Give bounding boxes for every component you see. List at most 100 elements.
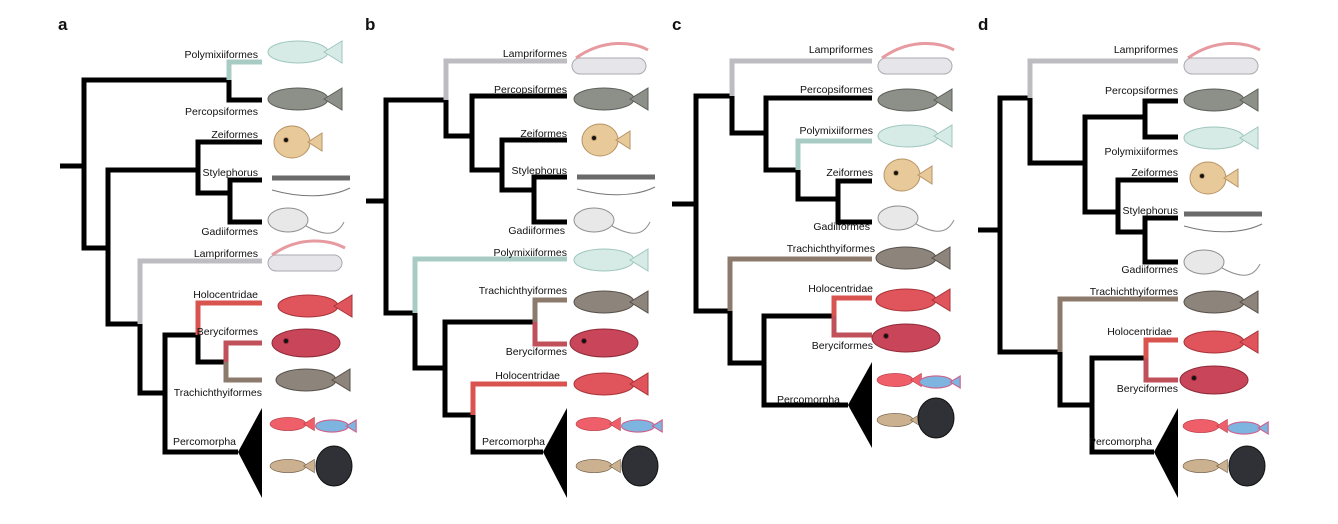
percopsiformes-fish [877, 88, 953, 112]
taxon-label-stylephorus: Stylephorus [1123, 205, 1178, 217]
taxon-label-polymixiiformes: Polymixiiformes [1104, 146, 1178, 158]
lampriformes-fish [877, 41, 955, 75]
taxon-label-beryciformes: Beryciformes [506, 346, 567, 358]
taxon-labels: Lampriformes Percopsiformes Polymixiifor… [777, 44, 875, 406]
percomorpha-fish-2 [1226, 421, 1269, 435]
taxon-label-trachichthyiformes: Trachichthyiformes [174, 387, 262, 399]
taxon-label-lampriformes: Lampriformes [1114, 44, 1178, 56]
taxon-label-lampriformes: Lampriformes [809, 44, 873, 56]
percomorpha-fish-1 [876, 373, 922, 387]
tree-branches [672, 58, 872, 408]
tree-branches [978, 58, 1178, 455]
percopsiformes-fish [267, 87, 343, 111]
lampriformes-fish [267, 239, 346, 272]
percomorpha-fish-4 [621, 445, 659, 487]
gadiiformes-fish [877, 205, 955, 232]
taxon-label-lampriformes: Lampriformes [503, 48, 567, 60]
lampriformes-fish [571, 41, 649, 75]
trachichthyiformes-fish [875, 246, 951, 270]
taxon-label-percomorpha: Percomorpha [777, 394, 840, 406]
taxon-label-percopsiformes: Percopsiformes [800, 84, 873, 96]
percomorpha-fish-2 [918, 375, 961, 389]
trachichthyiformes-fish [573, 290, 649, 314]
taxon-label-beryciformes: Beryciformes [1117, 383, 1178, 395]
polymixiiformes-fish [1183, 126, 1259, 150]
panel-a: a Polymixiiformes Percopsiformes Zeiform… [58, 15, 357, 498]
taxon-label-percopsiformes: Percopsiformes [185, 106, 258, 118]
taxon-label-holocentridae: Holocentridae [1107, 326, 1172, 338]
percomorpha-fish-4 [315, 445, 353, 487]
percopsiformes-fish [1183, 88, 1259, 112]
taxon-label-stylephorus: Stylephorus [512, 165, 567, 177]
percomorpha-fish-2 [314, 419, 357, 433]
taxon-label-gadiiformes: Gadiiformes [813, 221, 870, 233]
fish-illustrations [871, 41, 961, 439]
taxon-label-gadiiformes: Gadiiformes [1121, 264, 1178, 276]
taxon-label-trachichthyiformes: Trachichthyiformes [479, 285, 567, 297]
polymixiiformes-fish [573, 248, 649, 272]
panel-letter: c [672, 15, 681, 34]
gadiiformes-fish [1183, 249, 1261, 276]
taxon-label-stylephorus: Stylephorus [203, 167, 258, 179]
taxon-label-zeiformes: Zeiformes [520, 128, 567, 140]
fish-illustrations [1179, 41, 1269, 487]
zeiformes-fish [273, 125, 323, 159]
trachichthyiformes-fish [275, 368, 351, 392]
taxon-labels: Polymixiiformes Percopsiformes Zeiformes… [173, 49, 262, 448]
beryciformes-fish [1179, 365, 1249, 395]
taxon-label-trachichthyiformes: Trachichthyiformes [787, 243, 875, 255]
panel-b: b Lampriformes Percopsiformes Zeiformes … [365, 15, 663, 498]
taxon-label-percomorpha: Percomorpha [1089, 436, 1152, 448]
gadiiformes-fish [573, 207, 651, 234]
zeiformes-fish [581, 123, 631, 157]
taxon-label-beryciformes: Beryciformes [812, 340, 873, 352]
percomorpha-fish-4 [1228, 445, 1266, 487]
taxon-label-polymixiiformes: Polymixiiformes [184, 49, 258, 61]
percomorpha-fish-1 [1182, 419, 1228, 433]
panel-letter: a [58, 15, 68, 34]
fish-illustrations [569, 41, 663, 487]
polymixiiformes-fish [267, 40, 343, 64]
percomorpha-fish-1 [575, 417, 621, 431]
holocentridae-fish [573, 372, 649, 396]
taxon-label-zeiformes: Zeiformes [1131, 167, 1178, 179]
beryciformes-fish [271, 328, 341, 358]
taxon-label-trachichthyiformes: Trachichthyiformes [1090, 286, 1178, 298]
panel-letter: b [365, 15, 375, 34]
taxon-label-gadiiformes: Gadiiformes [508, 225, 565, 237]
tree-branches [60, 59, 262, 455]
percomorpha-fish-4 [917, 397, 955, 439]
taxon-label-holocentridae: Holocentridae [808, 283, 873, 295]
trachichthyiformes-fish [1183, 290, 1259, 314]
zeiformes-fish [1189, 161, 1239, 195]
taxon-label-percomorpha: Percomorpha [173, 436, 236, 448]
percomorpha-fish-2 [620, 419, 663, 433]
taxon-label-polymixiiformes: Polymixiiformes [493, 247, 567, 259]
holocentridae-fish [277, 294, 353, 318]
holocentridae-fish [1183, 330, 1259, 354]
taxon-label-lampriformes: Lampriformes [194, 248, 258, 260]
panel-letter: d [978, 15, 988, 34]
taxon-label-percopsiformes: Percopsiformes [1105, 85, 1178, 97]
percomorpha-fish-3 [269, 459, 315, 473]
percopsiformes-fish [573, 87, 649, 111]
taxon-label-percopsiformes: Percopsiformes [494, 84, 567, 96]
taxon-label-beryciformes: Beryciformes [197, 326, 258, 338]
tree-branches [366, 58, 567, 455]
taxon-label-polymixiiformes: Polymixiiformes [799, 125, 873, 137]
zeiformes-fish [883, 158, 933, 192]
lampriformes-fish [1183, 41, 1261, 75]
taxon-label-holocentridae: Holocentridae [193, 289, 258, 301]
percomorpha-fish-1 [269, 417, 315, 431]
taxon-label-percomorpha: Percomorpha [482, 436, 545, 448]
stylephorus-fish [576, 174, 656, 196]
taxon-label-zeiformes: Zeiformes [211, 129, 258, 141]
percomorpha-clade-wedge [543, 408, 567, 498]
polymixiiformes-fish [877, 124, 953, 148]
percomorpha-clade-wedge [238, 408, 262, 498]
panel-d: d Lampriformes Percopsiformes Polymixiif… [978, 15, 1269, 498]
stylephorus-fish [271, 175, 351, 197]
fish-illustrations [267, 40, 357, 487]
percomorpha-fish-3 [876, 413, 922, 427]
